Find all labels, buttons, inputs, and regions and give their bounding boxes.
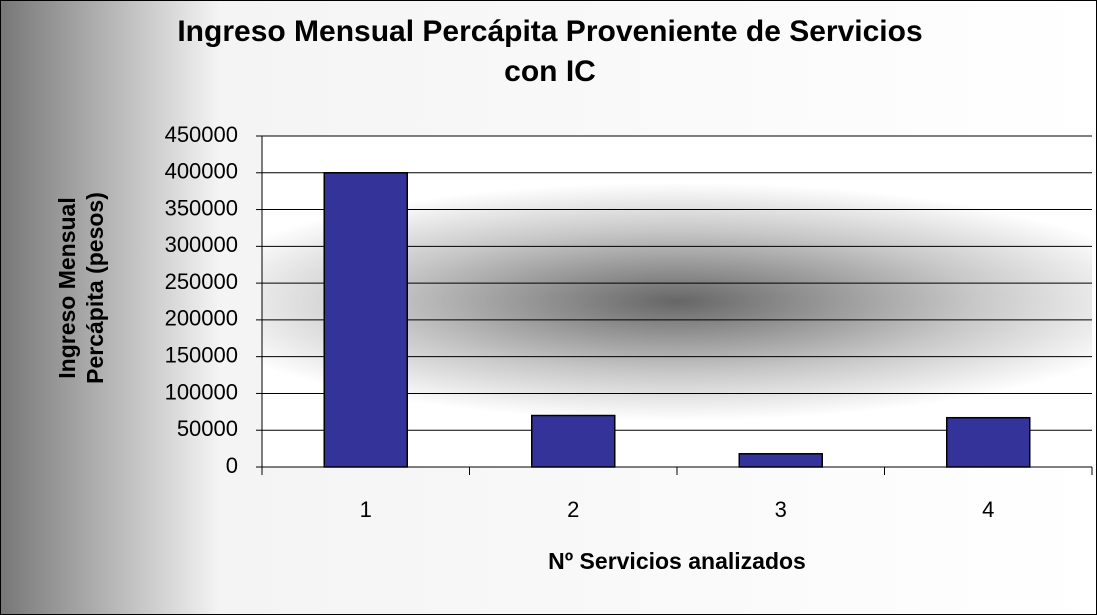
x-axis-title: Nº Servicios analizados xyxy=(548,548,806,574)
bar xyxy=(946,416,1031,468)
y-axis-title: Ingreso Mensual Percápita (pesos) xyxy=(54,192,108,384)
x-tick-label: 3 xyxy=(775,497,787,522)
y-tick-label: 350000 xyxy=(165,195,238,220)
x-tick-label: 2 xyxy=(567,497,579,522)
x-tick-label: 1 xyxy=(360,497,372,522)
y-tick-label: 450000 xyxy=(165,122,238,147)
y-tick-label: 250000 xyxy=(165,269,238,294)
y-tick-label: 0 xyxy=(226,453,238,478)
x-tick-label: 4 xyxy=(982,497,994,522)
y-tick-label: 400000 xyxy=(165,159,238,184)
y-tick-label: 150000 xyxy=(165,342,238,367)
bar xyxy=(531,414,616,468)
y-tick-label: 50000 xyxy=(177,416,238,441)
chart-title: Ingreso Mensual Percápita Proveniente de… xyxy=(177,15,923,88)
y-tick-label: 300000 xyxy=(165,232,238,257)
bar xyxy=(738,453,823,468)
y-tick-label: 100000 xyxy=(165,379,238,404)
bar xyxy=(323,172,408,468)
y-tick-label: 200000 xyxy=(165,306,238,331)
